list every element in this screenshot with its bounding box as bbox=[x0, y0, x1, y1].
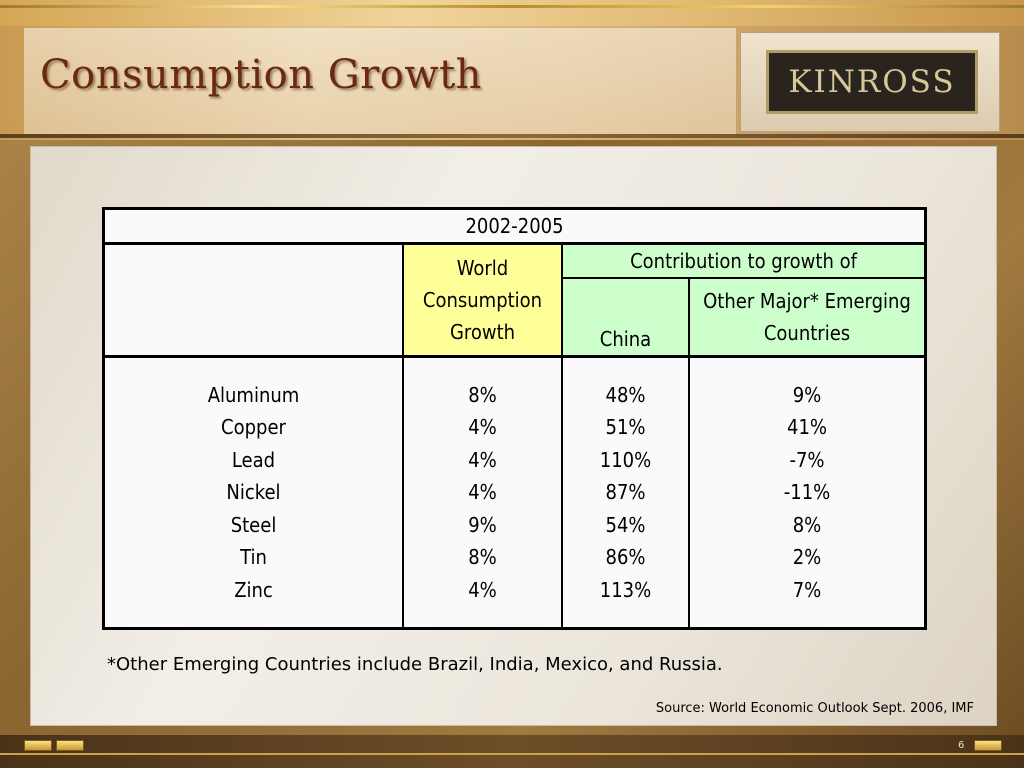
page-title: Consumption Growth bbox=[40, 52, 482, 98]
footer-tab-left-2 bbox=[56, 740, 84, 751]
other-countries-cell: 7% bbox=[792, 577, 822, 602]
other-countries-cell: 2% bbox=[792, 545, 822, 570]
world-growth-cell: 9% bbox=[468, 512, 497, 537]
blank-header-cell bbox=[102, 242, 404, 358]
world-growth-column: 8% 4% 4% 4% 9% 8% 4% bbox=[402, 354, 563, 630]
header-divider bbox=[0, 134, 1024, 138]
world-growth-cell: 8% bbox=[468, 382, 497, 407]
footer-gold-line bbox=[0, 753, 1024, 755]
footer-bar bbox=[0, 735, 1024, 768]
kinross-logo: KINROSS bbox=[766, 50, 978, 114]
other-countries-header: Other Major* Emerging Countries bbox=[688, 276, 927, 358]
china-cell: 87% bbox=[605, 480, 646, 505]
consumption-table: 2002-2005 World Consumption Growth Contr… bbox=[102, 207, 927, 630]
world-growth-cell: 4% bbox=[468, 447, 497, 472]
metal-column: Aluminum Copper Lead Nickel Steel Tin Zi… bbox=[102, 354, 404, 630]
footer-tab-left-1 bbox=[24, 740, 52, 751]
metal-cell: Lead bbox=[231, 447, 276, 472]
period-header: 2002-2005 bbox=[102, 207, 927, 245]
world-growth-cell: 4% bbox=[468, 415, 497, 440]
metal-cell: Nickel bbox=[226, 480, 281, 505]
china-cell: 113% bbox=[599, 577, 652, 602]
china-column: 48% 51% 110% 87% 54% 86% 113% bbox=[561, 354, 690, 630]
metal-cell: Steel bbox=[230, 512, 277, 537]
metal-cell: Zinc bbox=[234, 577, 273, 602]
china-cell: 86% bbox=[605, 545, 646, 570]
other-countries-column: 9% 41% -7% -11% 8% 2% 7% bbox=[688, 354, 927, 630]
china-cell: 110% bbox=[599, 447, 652, 472]
world-growth-cell: 4% bbox=[468, 577, 497, 602]
other-countries-cell: 41% bbox=[787, 415, 827, 440]
china-header: China bbox=[561, 276, 690, 358]
metal-cell: Copper bbox=[221, 415, 286, 440]
other-countries-cell: 8% bbox=[792, 512, 822, 537]
source-citation: Source: World Economic Outlook Sept. 200… bbox=[655, 701, 974, 716]
metal-cell: Tin bbox=[240, 545, 267, 570]
other-countries-cell: -11% bbox=[783, 480, 831, 505]
world-growth-cell: 4% bbox=[468, 480, 497, 505]
title-panel bbox=[24, 28, 736, 134]
page-number: 6 bbox=[958, 740, 965, 751]
china-cell: 48% bbox=[605, 382, 646, 407]
footnote: *Other Emerging Countries include Brazil… bbox=[107, 654, 723, 675]
metal-cell: Aluminum bbox=[207, 382, 300, 407]
china-cell: 51% bbox=[605, 415, 646, 440]
contribution-header: Contribution to growth of bbox=[561, 242, 927, 279]
china-cell: 54% bbox=[605, 512, 646, 537]
world-growth-header: World Consumption Growth bbox=[402, 242, 563, 358]
logo-text: KINROSS bbox=[788, 64, 956, 100]
other-countries-cell: 9% bbox=[792, 382, 822, 407]
other-countries-cell: -7% bbox=[789, 447, 825, 472]
footer-tab-right bbox=[974, 740, 1002, 751]
gold-rule bbox=[0, 5, 1024, 8]
world-growth-cell: 8% bbox=[468, 545, 497, 570]
